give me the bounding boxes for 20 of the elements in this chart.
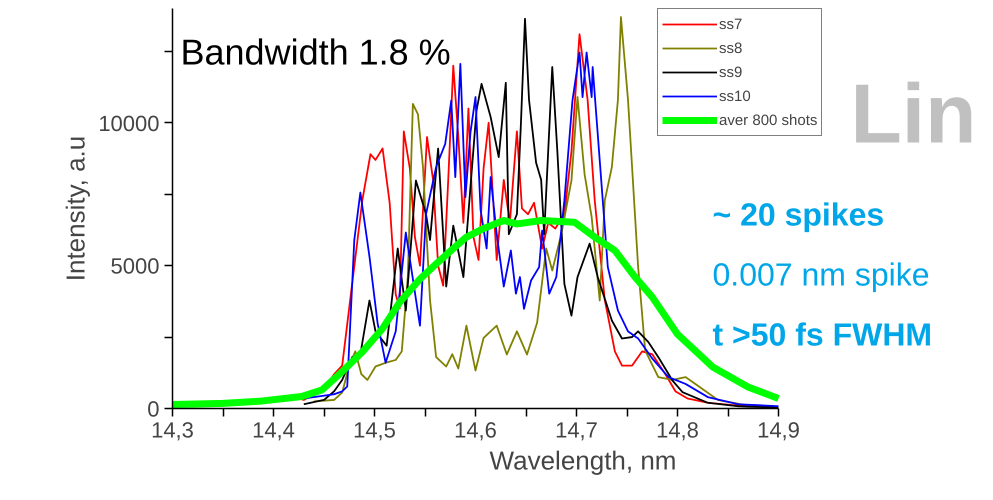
y-axis-title: Intensity, a.u <box>60 136 90 282</box>
x-tick-label: 14,9 <box>757 418 800 442</box>
annotation: 0.007 nm spike <box>712 256 930 292</box>
x-tick-label: 14,8 <box>656 418 699 442</box>
legend-label: ss8 <box>719 38 742 58</box>
legend-label: ss9 <box>719 62 742 82</box>
y-tick-label: 10000 <box>98 110 160 136</box>
x-tick-label: 14,5 <box>353 418 396 442</box>
x-tick-label: 14,4 <box>252 418 295 442</box>
x-axis-title: Wavelength, nm <box>490 446 676 476</box>
legend-label: aver 800 shots <box>719 110 818 130</box>
text: Lin <box>850 66 976 160</box>
x-tick-label: 14,7 <box>555 418 598 442</box>
x-tick-label: 14,6 <box>454 418 497 442</box>
legend-label: ss10 <box>719 86 751 106</box>
annotation: t >50 fs FWHM <box>712 316 932 352</box>
legend-label: ss7 <box>719 14 742 34</box>
annotation: Bandwidth 1.8 % <box>180 32 451 72</box>
y-tick-label: 5000 <box>110 254 160 279</box>
annotation: ~ 20 spikes <box>712 196 884 232</box>
